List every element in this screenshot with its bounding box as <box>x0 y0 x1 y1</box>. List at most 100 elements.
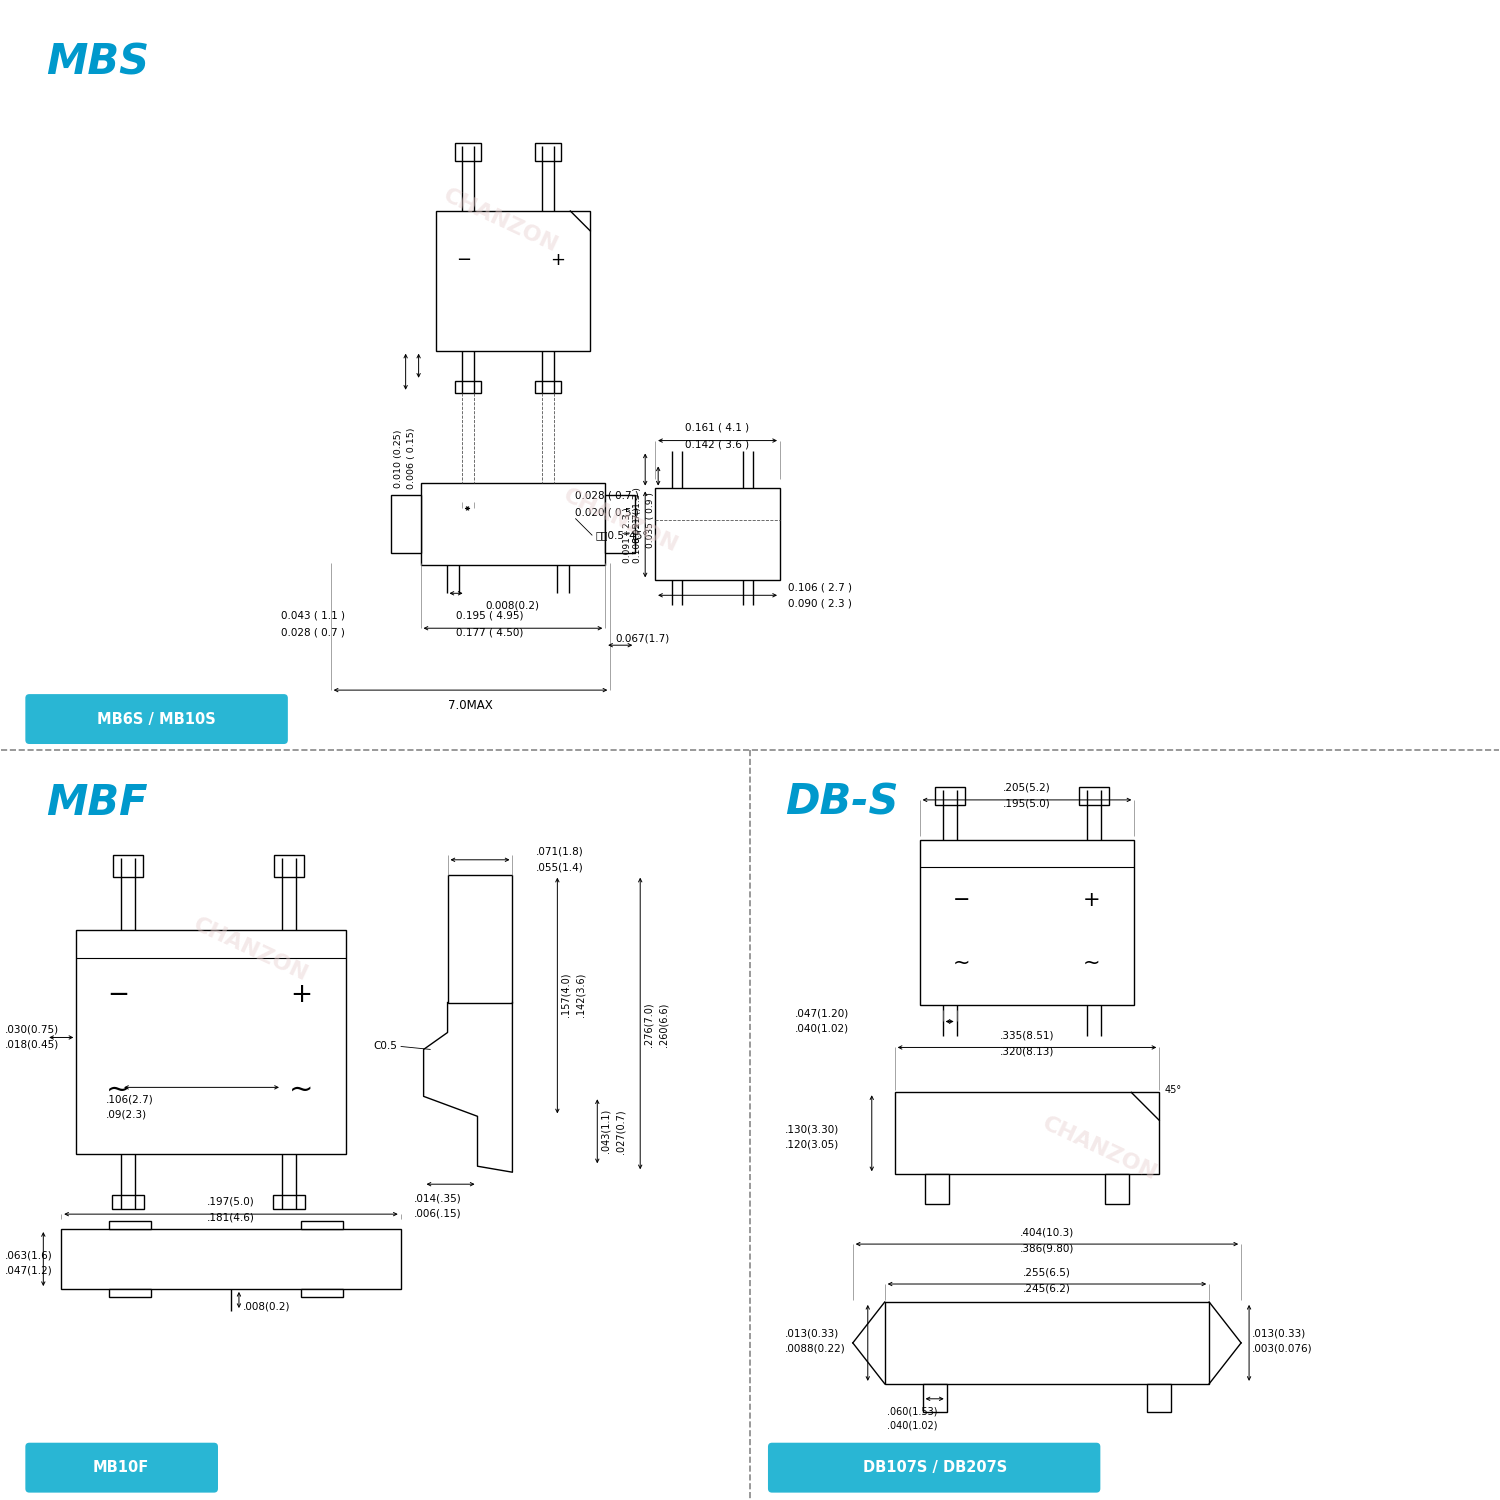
Text: 0.091 ( 2.3 ): 0.091 ( 2.3 ) <box>622 507 632 564</box>
Text: −: − <box>106 981 129 1008</box>
Text: .071(1.8): .071(1.8) <box>536 847 584 856</box>
Text: .003(0.076): .003(0.076) <box>1252 1344 1312 1354</box>
Text: .260(6.6): .260(6.6) <box>658 1002 668 1047</box>
Text: 0.020 ( 0.5 ): 0.020 ( 0.5 ) <box>576 507 639 518</box>
Polygon shape <box>302 1288 344 1298</box>
Text: .040(1.02): .040(1.02) <box>888 1420 938 1431</box>
Text: .276(7.0): .276(7.0) <box>644 1002 652 1047</box>
Text: +: + <box>1083 890 1100 909</box>
Text: 0.106 ( 2.7 ): 0.106 ( 2.7 ) <box>788 582 852 592</box>
Polygon shape <box>1148 1384 1172 1411</box>
Text: ~: ~ <box>952 952 970 972</box>
Polygon shape <box>62 1228 400 1288</box>
Text: 0.010 (0.25): 0.010 (0.25) <box>393 429 402 488</box>
Polygon shape <box>273 1196 304 1209</box>
Text: .142(3.6): .142(3.6) <box>576 972 585 1017</box>
Text: 0.035 ( 0.9 ): 0.035 ( 0.9 ) <box>646 492 656 549</box>
Text: .0088(0.22): .0088(0.22) <box>784 1344 846 1354</box>
Text: .106(2.7): .106(2.7) <box>106 1095 154 1104</box>
Text: 0.051 ( 1.3 ): 0.051 ( 1.3 ) <box>633 488 642 543</box>
Polygon shape <box>110 1288 152 1298</box>
Text: .014(.35): .014(.35) <box>414 1192 462 1203</box>
Text: 0.195 ( 4.95): 0.195 ( 4.95) <box>456 610 524 621</box>
Polygon shape <box>924 1174 948 1204</box>
Text: 45°: 45° <box>1164 1086 1182 1095</box>
Text: .027(0.7): .027(0.7) <box>615 1108 626 1154</box>
Text: +: + <box>550 251 566 268</box>
Text: CHANZON: CHANZON <box>560 484 681 555</box>
Text: ~: ~ <box>1083 952 1100 972</box>
Text: .047(1.20): .047(1.20) <box>795 1008 849 1019</box>
Text: .030(0.75): .030(0.75) <box>4 1024 58 1035</box>
Polygon shape <box>536 381 561 393</box>
Polygon shape <box>390 495 420 554</box>
Text: CHANZON: CHANZON <box>190 915 312 986</box>
FancyBboxPatch shape <box>768 1443 1101 1492</box>
Text: .197(5.0): .197(5.0) <box>207 1196 255 1206</box>
Text: .008(0.2): .008(0.2) <box>243 1302 291 1312</box>
Text: 0.008(0.2): 0.008(0.2) <box>486 600 540 610</box>
Text: 0.043 ( 1.1 ): 0.043 ( 1.1 ) <box>280 610 345 621</box>
Polygon shape <box>920 840 1134 1005</box>
Polygon shape <box>606 495 634 554</box>
Polygon shape <box>274 855 304 877</box>
FancyBboxPatch shape <box>26 1443 218 1492</box>
Text: 0.090 ( 2.3 ): 0.090 ( 2.3 ) <box>788 598 852 609</box>
Text: CHANZON: CHANZON <box>440 186 561 256</box>
Polygon shape <box>894 1092 1160 1174</box>
Text: MBF: MBF <box>46 782 148 824</box>
Text: .205(5.2): .205(5.2) <box>1004 783 1052 794</box>
FancyBboxPatch shape <box>26 694 288 744</box>
Polygon shape <box>536 142 561 160</box>
Text: C0.5: C0.5 <box>374 1041 398 1052</box>
Text: 7.0MAX: 7.0MAX <box>448 699 494 711</box>
Text: .063(1.6): .063(1.6) <box>4 1250 52 1260</box>
Text: .055(1.4): .055(1.4) <box>536 862 584 873</box>
Text: .040(1.02): .040(1.02) <box>795 1023 849 1034</box>
Text: .043(1.1): .043(1.1) <box>600 1108 610 1154</box>
Text: .386(9.80): .386(9.80) <box>1020 1244 1074 1252</box>
Text: MBS: MBS <box>46 42 150 84</box>
Text: 0.028 ( 0.7 ): 0.028 ( 0.7 ) <box>576 490 639 501</box>
Text: .255(6.5): .255(6.5) <box>1023 1268 1071 1276</box>
Text: .404(10.3): .404(10.3) <box>1020 1227 1074 1238</box>
Text: 0.028 ( 0.7 ): 0.028 ( 0.7 ) <box>280 627 345 638</box>
Polygon shape <box>885 1302 1209 1384</box>
Text: DB-S: DB-S <box>784 782 898 824</box>
Polygon shape <box>1106 1174 1130 1204</box>
Text: .013(0.33): .013(0.33) <box>784 1329 838 1340</box>
Text: 0.142 ( 3.6 ): 0.142 ( 3.6 ) <box>686 440 750 450</box>
Text: .157(4.0): .157(4.0) <box>561 972 570 1017</box>
Text: ~: ~ <box>106 1076 130 1104</box>
Text: −: − <box>952 890 970 909</box>
Text: .060(1.53): .060(1.53) <box>888 1407 938 1418</box>
Text: 0.067(1.7): 0.067(1.7) <box>615 633 669 644</box>
Text: .047(1.2): .047(1.2) <box>4 1264 52 1275</box>
Text: .335(8.51): .335(8.51) <box>999 1030 1054 1041</box>
Text: DB107S / DB207S: DB107S / DB207S <box>862 1460 1006 1474</box>
Polygon shape <box>112 1196 144 1209</box>
Polygon shape <box>922 1384 946 1411</box>
Text: 0.177 ( 4.50): 0.177 ( 4.50) <box>456 627 524 638</box>
Text: .09(2.3): .09(2.3) <box>106 1110 147 1119</box>
Polygon shape <box>447 874 513 1002</box>
Polygon shape <box>454 381 480 393</box>
Text: +: + <box>290 981 312 1008</box>
Text: .130(3.30): .130(3.30) <box>784 1125 838 1134</box>
Polygon shape <box>1080 788 1110 806</box>
Text: .245(6.2): .245(6.2) <box>1023 1282 1071 1293</box>
Text: CHANZON: CHANZON <box>1040 1114 1160 1185</box>
Text: ~: ~ <box>288 1076 314 1104</box>
Text: 倒角0.5*45°: 倒角0.5*45° <box>596 531 648 540</box>
Polygon shape <box>420 483 606 566</box>
Polygon shape <box>76 930 345 1155</box>
Text: MB6S / MB10S: MB6S / MB10S <box>96 711 216 726</box>
Text: −: − <box>456 251 471 268</box>
Text: .013(0.33): .013(0.33) <box>1252 1329 1306 1340</box>
Polygon shape <box>934 788 964 806</box>
Polygon shape <box>302 1221 344 1228</box>
Text: .018(0.45): .018(0.45) <box>4 1040 58 1050</box>
Text: .006(.15): .006(.15) <box>414 1208 460 1218</box>
Polygon shape <box>435 211 591 351</box>
Text: .320(8.13): .320(8.13) <box>1000 1047 1054 1056</box>
